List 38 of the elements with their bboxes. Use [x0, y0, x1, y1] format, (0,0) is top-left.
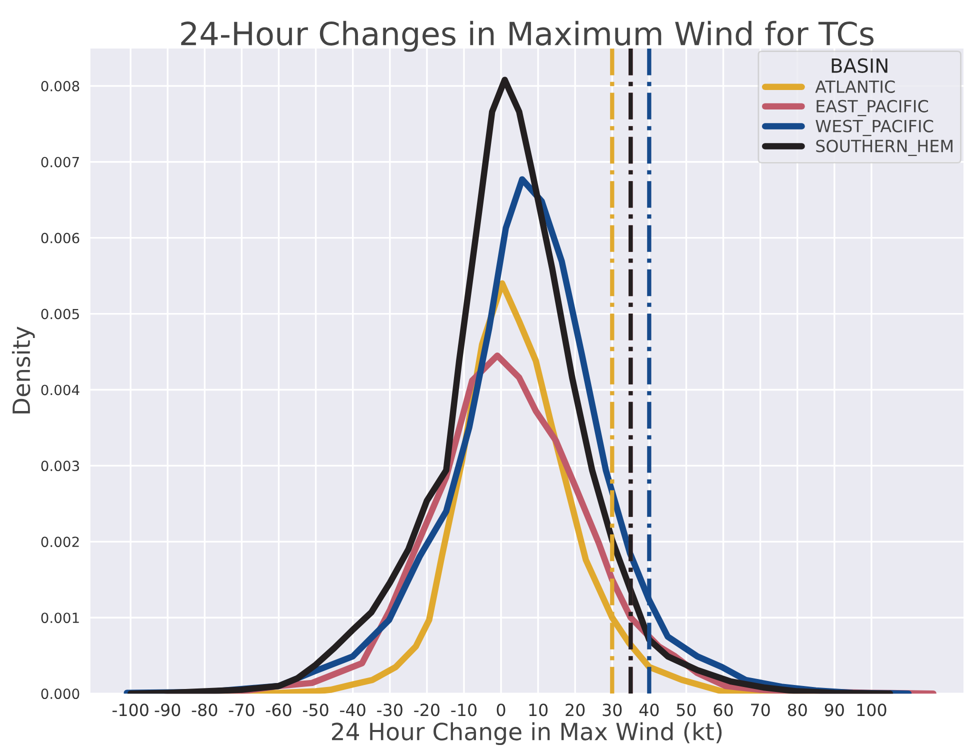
x-tick-label: -50	[303, 704, 328, 716]
x-tick-label: 70	[751, 704, 770, 716]
y-tick-label: 0.008	[41, 80, 80, 92]
legend-title: BASIN	[832, 58, 888, 73]
x-tick-label: -70	[228, 704, 254, 716]
x-tick-label: 90	[824, 704, 844, 716]
y-tick-label: 0.004	[41, 384, 80, 396]
x-tick-label: -80	[192, 704, 218, 716]
y-tick-label: 0.007	[41, 156, 79, 168]
y-tick-label: 0.000	[41, 688, 80, 700]
x-tick-label: 60	[714, 704, 733, 716]
y-axis-title: Density	[12, 326, 35, 414]
x-tick-label: -20	[414, 704, 440, 716]
x-tick-label: 30	[602, 704, 622, 716]
x-tick-label: -10	[451, 704, 476, 716]
x-tick-label: 0	[496, 704, 506, 716]
x-tick-label: 40	[639, 704, 659, 716]
x-tick-label: 100	[857, 704, 886, 716]
legend-label: SOUTHERN_HEM	[816, 140, 952, 156]
x-tick-label: 80	[788, 704, 807, 716]
x-tick-label: 50	[676, 704, 696, 716]
x-tick-label: -40	[340, 704, 366, 716]
y-tick-label: 0.002	[41, 536, 79, 548]
x-tick-label: -60	[266, 704, 292, 716]
x-tick-label: -90	[154, 704, 180, 716]
y-tick-label: 0.003	[41, 460, 80, 472]
legend-label: WEST_PACIFIC	[816, 120, 934, 136]
y-tick-label: 0.006	[41, 232, 80, 244]
x-axis-title: 24 Hour Change in Max Wind (kt)	[332, 722, 722, 746]
x-tick-label: -30	[377, 704, 402, 716]
legend-label: ATLANTIC	[815, 80, 895, 93]
legend-label: EAST_PACIFIC	[816, 100, 928, 116]
x-tick-label: -100	[112, 704, 148, 716]
y-tick-label: 0.001	[41, 612, 79, 624]
chart-title: 24-Hour Changes in Maximum Wind for TCs	[181, 20, 874, 52]
y-tick-label: 0.005	[41, 308, 79, 320]
x-tick-label: 10	[529, 704, 548, 716]
x-tick-label: 20	[566, 704, 585, 716]
